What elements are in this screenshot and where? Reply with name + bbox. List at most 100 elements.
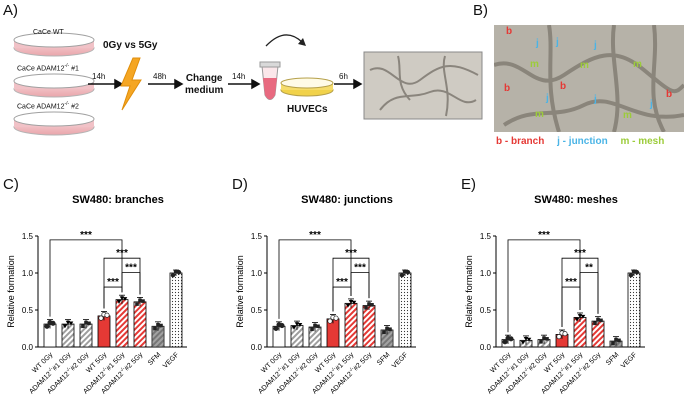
significance-bracket <box>561 286 581 328</box>
significance-bracket <box>278 239 352 319</box>
culture-dish-ko1 <box>13 73 95 98</box>
change-medium-label: Change medium <box>185 73 224 96</box>
marker-m: m <box>580 60 589 71</box>
marker-j: j <box>649 99 653 110</box>
data-point <box>520 340 526 345</box>
significance-label: *** <box>336 277 348 288</box>
chart-title: SW480: branches <box>72 194 164 206</box>
y-tick-label: 0.5 <box>22 306 34 315</box>
culture-dish-wt <box>13 32 95 57</box>
dish-label-ko2: CaCe ADAM12-/- #2 <box>17 101 79 111</box>
data-point <box>291 325 297 330</box>
data-point <box>502 339 508 345</box>
data-point <box>364 305 368 310</box>
panel-letter-a: A) <box>3 2 18 19</box>
data-point <box>542 336 546 340</box>
significance-bracket <box>121 272 141 295</box>
panel-letter-e: E) <box>461 176 476 193</box>
data-point <box>634 270 640 275</box>
marker-j: j <box>555 37 559 48</box>
data-point <box>87 321 91 326</box>
marker-j: j <box>535 38 539 49</box>
legend-mesh: m - mesh <box>620 136 665 147</box>
legend-branch: b - branch <box>496 136 545 147</box>
bar <box>115 299 129 348</box>
time-label-1: 14h <box>92 72 106 81</box>
culture-dish-ko2 <box>13 111 95 136</box>
data-point <box>68 321 74 326</box>
panel-letter-d: D) <box>232 176 248 193</box>
data-point <box>273 325 279 332</box>
panel-letter-c: C) <box>3 176 19 193</box>
x-tick-label: SFM <box>376 351 392 367</box>
x-tick-label: VEGF <box>162 351 180 369</box>
data-point <box>614 337 618 342</box>
marker-b: b <box>504 83 510 94</box>
marker-j: j <box>545 93 549 104</box>
significance-label: *** <box>574 248 586 259</box>
significance-label: ** <box>585 263 593 274</box>
bar <box>97 315 111 348</box>
significance-label: *** <box>80 230 92 241</box>
y-axis-label: Relative formation <box>6 255 16 328</box>
bar <box>169 272 183 348</box>
huvecs-label: HUVECs <box>287 104 328 115</box>
data-point <box>84 320 88 325</box>
data-point <box>351 300 357 305</box>
significance-label: *** <box>565 277 577 288</box>
y-tick-label: 1.0 <box>251 269 263 278</box>
y-tick-label: 0.0 <box>480 343 492 352</box>
workflow-diagram <box>13 32 483 136</box>
marker-m: m <box>535 109 544 120</box>
y-tick-label: 1.5 <box>22 232 34 241</box>
significance-label: *** <box>107 277 119 288</box>
data-point <box>170 273 176 278</box>
marker-b: b <box>506 26 512 37</box>
data-point <box>370 303 374 307</box>
marker-j: j <box>593 40 597 51</box>
tube-icon <box>259 61 281 100</box>
dish-label-wt: CaCe WT <box>33 29 64 36</box>
marker-layer: bj j jm m mb bj jm mjb <box>504 26 672 121</box>
data-point <box>116 300 122 304</box>
data-point <box>98 315 104 321</box>
data-point <box>44 323 50 329</box>
chart-branches: SW480: branches Relative formation 0.0 0.5 1… <box>6 194 187 396</box>
bar-shade <box>152 326 164 347</box>
treatment-label: 0Gy vs 5Gy <box>103 40 158 51</box>
data-point <box>310 327 314 332</box>
bar <box>398 272 412 348</box>
significance-bracket <box>350 272 370 299</box>
data-point <box>611 341 615 346</box>
data-point <box>385 326 389 331</box>
data-point <box>593 321 597 326</box>
data-point <box>297 323 303 327</box>
data-point <box>345 303 351 308</box>
data-point <box>596 317 600 322</box>
curved-arrow-icon <box>265 34 303 47</box>
significance-label: *** <box>116 248 128 259</box>
y-tick-label: 0.0 <box>251 343 263 352</box>
data-point <box>135 302 139 306</box>
legend-junction: j - junction <box>557 136 608 147</box>
data-point <box>617 338 621 343</box>
data-point <box>367 302 371 306</box>
significance-bracket <box>49 239 123 317</box>
huvec-dish <box>280 77 334 97</box>
bar <box>133 301 147 348</box>
significance-bracket <box>332 286 352 312</box>
data-point <box>526 337 532 342</box>
annotated-micrograph: bj j jm m mb bj jm mjb <box>494 25 684 132</box>
y-tick-label: 1.0 <box>480 269 492 278</box>
panel-letter-b: B) <box>473 2 488 19</box>
x-tick-label: VEGF <box>620 351 638 369</box>
time-label-2: 48h <box>153 72 167 81</box>
chart-junctions: SW480: junctions Relative formation 0.0 0.5… <box>235 194 416 396</box>
data-point <box>176 270 182 275</box>
marker-m: m <box>623 110 632 121</box>
radiation-bolt-icon <box>120 57 142 111</box>
x-tick-label: SFM <box>605 351 621 367</box>
data-point <box>138 298 142 303</box>
data-point <box>382 330 386 334</box>
data-point <box>141 299 145 303</box>
